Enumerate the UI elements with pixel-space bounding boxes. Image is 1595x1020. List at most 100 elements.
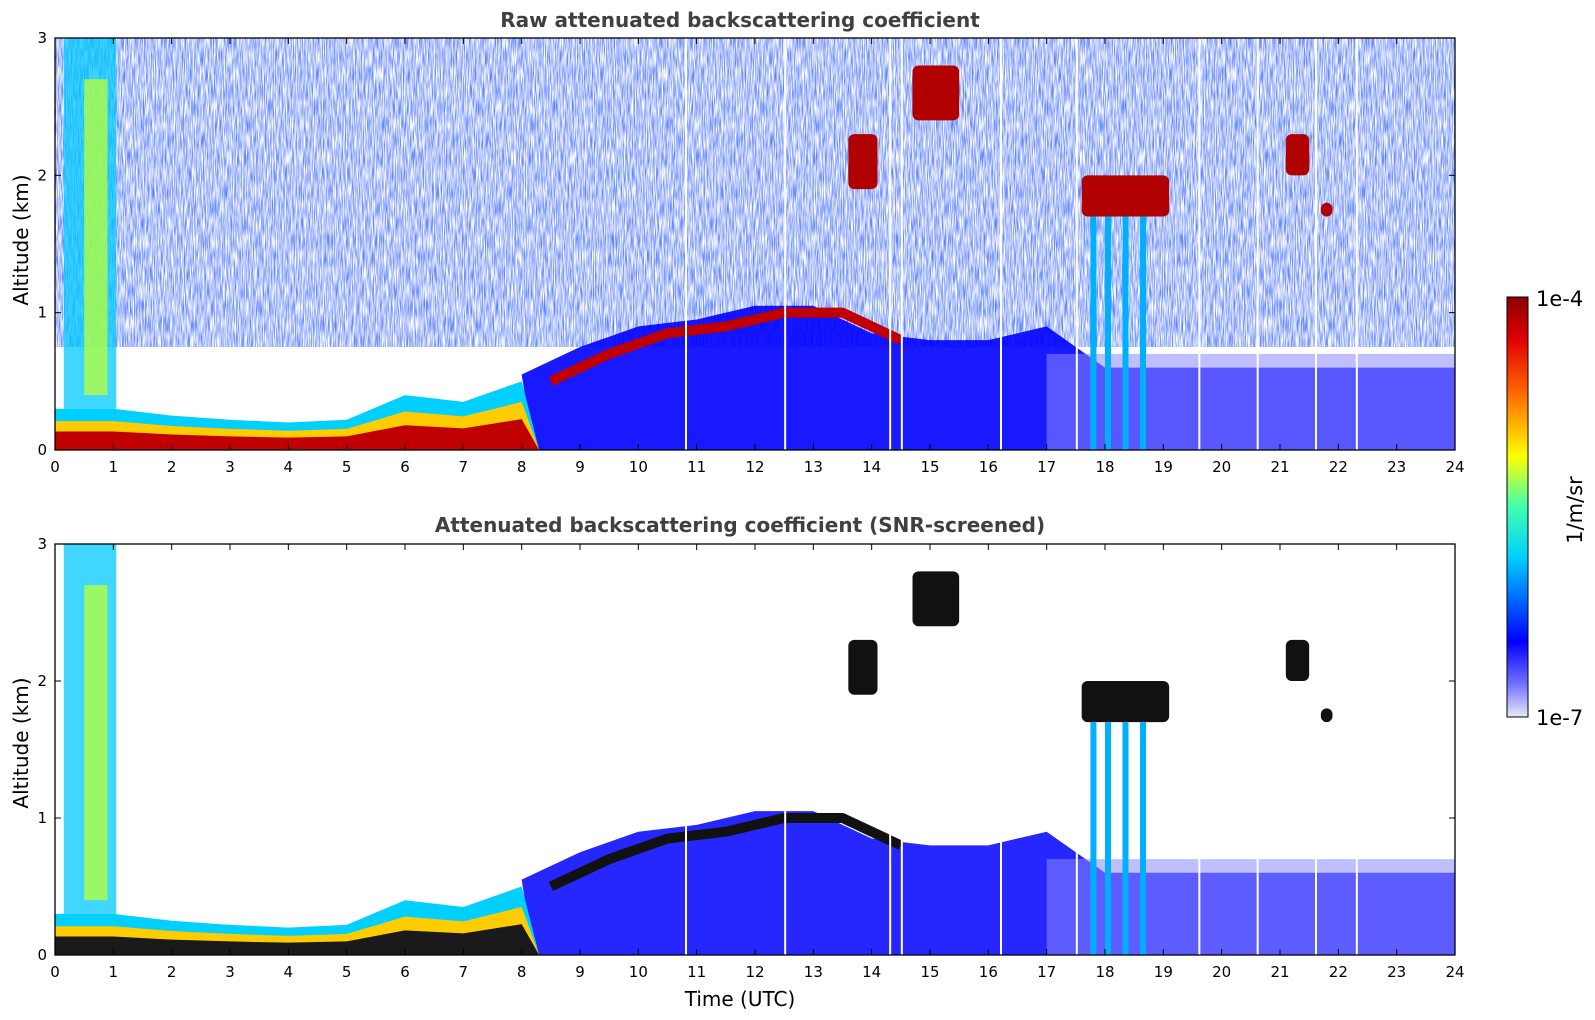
screened-heatmap — [55, 544, 1455, 955]
fall-streak — [1090, 722, 1097, 955]
x-tick-label: 2 — [167, 458, 177, 476]
cloud — [1285, 134, 1310, 176]
cloud — [848, 134, 878, 190]
fall-streak — [1140, 722, 1146, 955]
x-tick-label: 19 — [1154, 458, 1173, 476]
x-tick-label: 5 — [342, 963, 352, 981]
x-tick-label: 11 — [687, 963, 706, 981]
x-tick-label: 8 — [517, 458, 527, 476]
fall-streak — [1090, 216, 1097, 450]
x-tick-label: 11 — [687, 458, 706, 476]
data-gap — [1075, 544, 1078, 955]
panel2-x-ticks: 0 1 2 3 4 5 6 7 8 9 10 11 12 13 14 15 16 17 18 19 20 21 22 23 24 — [50, 544, 1465, 981]
x-tick-label: 3 — [225, 963, 235, 981]
x-tick-label: 21 — [1270, 963, 1289, 981]
x-tick-label: 6 — [400, 963, 410, 981]
colorbar-unit-label: 1/m/sr — [1563, 476, 1587, 544]
x-tick-label: 5 — [342, 458, 352, 476]
panel1-y-ticks: 0 1 2 3 — [37, 29, 1455, 459]
x-tick-label: 12 — [745, 458, 764, 476]
x-tick-label: 1 — [109, 963, 119, 981]
y-tick-label: 1 — [37, 809, 47, 827]
data-gap — [889, 38, 892, 450]
cloud — [1081, 175, 1170, 217]
data-gap — [1000, 38, 1002, 450]
cloud — [1081, 681, 1170, 723]
fall-streak — [1105, 722, 1111, 955]
x-tick-label: 23 — [1387, 458, 1406, 476]
cloud — [1320, 708, 1333, 723]
x-tick-label: 0 — [50, 963, 60, 981]
boundary-layer-top — [548, 813, 903, 892]
x-tick-label: 12 — [745, 963, 764, 981]
fall-streak — [1122, 722, 1129, 955]
data-gap — [1198, 38, 1201, 450]
data-gap — [900, 544, 903, 955]
y-tick-label: 3 — [37, 535, 47, 553]
data-gap — [685, 38, 687, 450]
y-tick-label: 3 — [37, 29, 47, 47]
x-tick-label: 7 — [459, 458, 469, 476]
panel2-title: Attenuated backscattering coefficient (S… — [435, 513, 1045, 537]
x-tick-label: 18 — [1095, 458, 1114, 476]
surface-layer-core — [55, 924, 540, 955]
y-tick-label: 2 — [37, 166, 47, 184]
x-tick-label: 4 — [284, 458, 294, 476]
data-gap — [1256, 38, 1259, 450]
colorbar-min-label: 1e-7 — [1536, 706, 1583, 730]
cloud — [1320, 202, 1333, 217]
morning-column-core — [84, 585, 108, 901]
x-tick-label: 0 — [50, 458, 60, 476]
x-tick-label: 15 — [920, 963, 939, 981]
cloud — [912, 571, 960, 627]
x-tick-label: 20 — [1212, 458, 1231, 476]
data-gap — [889, 544, 892, 955]
fall-streak — [1140, 216, 1146, 450]
x-tick-label: 23 — [1387, 963, 1406, 981]
x-tick-label: 24 — [1445, 963, 1464, 981]
x-tick-label: 22 — [1329, 963, 1348, 981]
raw-heatmap — [55, 38, 1455, 450]
boundary-layer-top — [548, 307, 903, 386]
x-tick-label: 20 — [1212, 963, 1231, 981]
data-gap — [900, 38, 903, 450]
fall-streak — [1105, 216, 1111, 450]
panel1-title: Raw attenuated backscattering coefficien… — [500, 8, 980, 32]
morning-column-core — [84, 79, 108, 396]
y-tick-label: 2 — [37, 672, 47, 690]
x-tick-label: 9 — [575, 963, 585, 981]
fall-streak — [1122, 216, 1129, 450]
y-tick-label: 0 — [37, 946, 47, 964]
data-gap — [1355, 544, 1358, 955]
x-tick-label: 17 — [1037, 963, 1056, 981]
x-tick-label: 10 — [629, 458, 648, 476]
cloud — [912, 65, 960, 121]
x-tick-label: 10 — [629, 963, 648, 981]
x-axis-label: Time (UTC) — [684, 987, 796, 1011]
x-tick-label: 14 — [862, 963, 881, 981]
y-tick-label: 0 — [37, 441, 47, 459]
x-tick-label: 13 — [804, 963, 823, 981]
panel1-x-ticks: 0 1 2 3 4 5 6 7 8 9 10 11 12 13 14 15 16 17 18 19 20 21 22 23 24 — [50, 38, 1465, 476]
colorbar: 1e-4 1e-7 1/m/sr — [1506, 287, 1587, 730]
colorbar-max-label: 1e-4 — [1536, 287, 1583, 311]
x-tick-label: 15 — [920, 458, 939, 476]
data-gap — [784, 544, 787, 955]
data-gap — [1315, 38, 1317, 450]
x-tick-label: 1 — [109, 458, 119, 476]
x-tick-label: 16 — [979, 963, 998, 981]
noise-field — [55, 38, 1455, 347]
x-tick-label: 14 — [862, 458, 881, 476]
x-tick-label: 4 — [284, 963, 294, 981]
surface-layer-core — [55, 419, 540, 450]
data-gap — [1315, 544, 1317, 955]
data-gap — [685, 544, 687, 955]
x-tick-label: 2 — [167, 963, 177, 981]
x-tick-label: 16 — [979, 458, 998, 476]
data-gap — [1355, 38, 1358, 450]
x-tick-label: 7 — [459, 963, 469, 981]
x-tick-label: 24 — [1445, 458, 1464, 476]
residual-layer — [1046, 859, 1455, 955]
panel1-y-label: Altitude (km) — [9, 174, 33, 305]
x-tick-label: 3 — [225, 458, 235, 476]
